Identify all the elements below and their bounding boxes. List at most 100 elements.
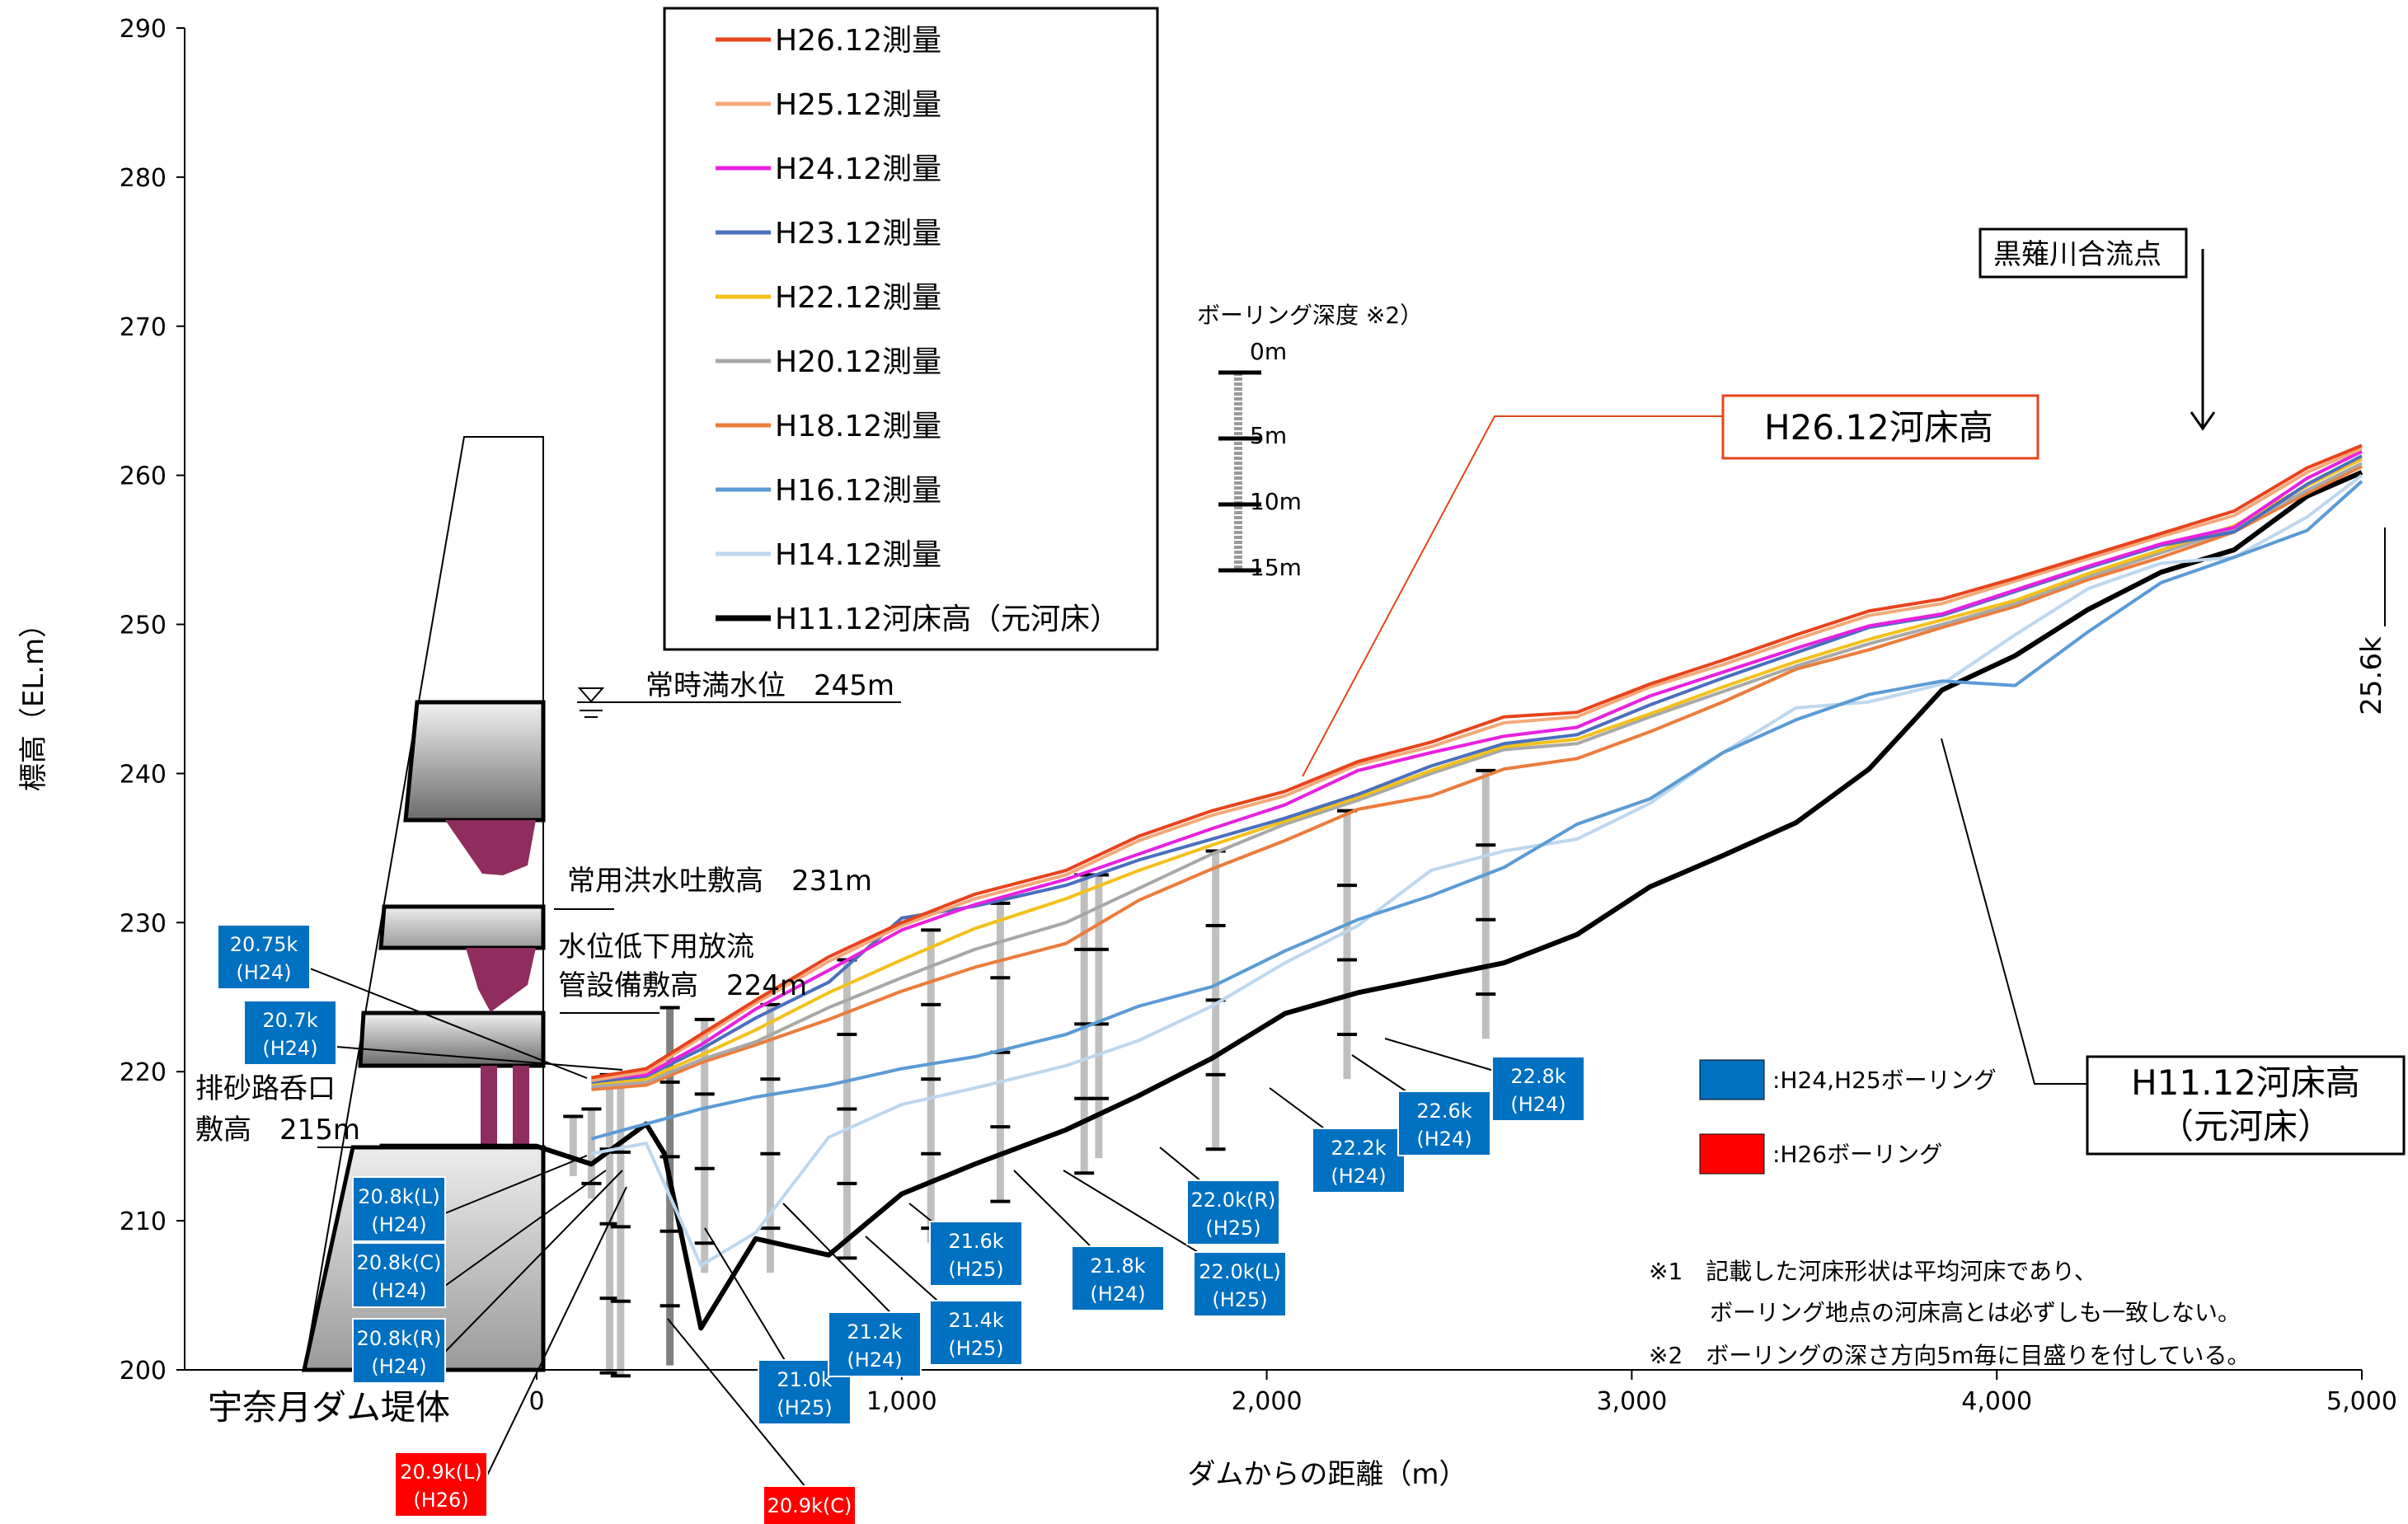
boring-legend-red-swatch — [1699, 1133, 1765, 1175]
series-line-H18.12測量 — [591, 465, 2363, 1091]
legend-label: H20.12測量 — [775, 345, 941, 379]
borehole-tag-id: 21.8k — [1090, 1254, 1145, 1278]
borehole-tag-box — [1312, 1128, 1406, 1193]
borehole-tags: 20.75k (H24) 20.7k (H24) 20.8k(L) (H24) 20.8k(… — [217, 924, 1585, 1524]
dam-conduit-2 — [466, 948, 536, 1012]
borehole-tag-year: (H26) — [413, 1489, 468, 1512]
borehole-tag-id: 21.6k — [948, 1230, 1003, 1253]
borehole-tag-id: 20.9k(C) — [767, 1494, 852, 1517]
legend-label: H18.12測量 — [775, 410, 941, 443]
boring-depth-title: ボーリング深度 ※2） — [1197, 302, 1423, 329]
borehole-tag-id: 22.8k — [1510, 1065, 1565, 1088]
boring-legend-blue-swatch — [1699, 1059, 1765, 1100]
sediment-inlet-label-1: 排砂路呑口 — [195, 1072, 336, 1105]
x-axis-title: ダムからの距離（m） — [1187, 1458, 1467, 1491]
borehole-tag-id: 21.0k — [777, 1368, 832, 1391]
borehole-tag-id: 22.0k(R) — [1191, 1189, 1276, 1212]
dam-pipe-2 — [513, 1066, 529, 1147]
x-tick-label: 3,000 — [1596, 1387, 1667, 1416]
borehole-tag-box — [828, 1311, 922, 1377]
borehole-tag-box — [763, 1485, 857, 1524]
borehole-tag-year: (H24) — [371, 1279, 426, 1302]
y-tick-label: 260 — [120, 462, 167, 491]
borehole-tag-box — [352, 1176, 446, 1242]
borehole-tag-id: 21.4k — [948, 1309, 1003, 1332]
boring-depth-label: 10m — [1250, 488, 1302, 515]
borehole-tag-box — [394, 1451, 488, 1517]
series-line-H22.12測量 — [591, 457, 2363, 1086]
borehole-tag-year: (H25) — [948, 1337, 1003, 1360]
dam-pipe-1 — [481, 1066, 497, 1147]
boring-depth-label: 5m — [1250, 422, 1287, 449]
water-level-icon — [577, 687, 605, 703]
h26-callout-label: H26.12河床高 — [1764, 407, 1993, 448]
x-tick-label: 0 — [528, 1387, 544, 1416]
series-lines — [379, 443, 2363, 1331]
borehole-tag-year: (H25) — [1205, 1217, 1260, 1240]
boring-legend-blue-label: :H24,H25ボーリング — [1772, 1067, 1997, 1094]
legend-label: H22.12測量 — [775, 281, 941, 315]
borehole-tag-id: 22.2k — [1331, 1137, 1386, 1160]
borehole-tag-year: (H24) — [1090, 1283, 1145, 1306]
legend-label: H25.12測量 — [775, 88, 941, 122]
tag-leader — [486, 1186, 627, 1476]
confluence-label: 黒薙川合流点 — [1993, 238, 2162, 271]
borehole-tag-year: (H25) — [1212, 1288, 1267, 1311]
borehole-tag-box — [352, 1318, 446, 1384]
borehole-tag-id: 22.0k(L) — [1199, 1260, 1280, 1283]
series-line-H26.12測量 — [591, 443, 2363, 1080]
h26-callout-box — [1721, 394, 2040, 460]
h11-callout-label-1: H11.12河床高 — [2131, 1062, 2360, 1103]
borehole-tag-year: (H24) — [371, 1213, 426, 1236]
boring-depth-label: 0m — [1250, 338, 1287, 365]
borehole-tag-year: (H26) — [782, 1522, 837, 1524]
dam-gallery-2 — [378, 904, 546, 950]
y-tick-label: 200 — [120, 1357, 167, 1386]
borehole-tag-year: (H24) — [1510, 1093, 1565, 1116]
borehole-tag-id: 22.6k — [1416, 1100, 1472, 1123]
legend-label: H16.12測量 — [775, 474, 941, 508]
dam-gallery-3 — [358, 1011, 546, 1068]
borehole-tag-box — [1193, 1251, 1287, 1317]
series-line-H11.12河床高（元河床） — [379, 470, 2363, 1331]
borehole-tag-box — [1491, 1056, 1585, 1122]
x-tick-label: 2,000 — [1232, 1387, 1303, 1416]
outlet-label-1: 水位低下用放流 — [558, 931, 754, 964]
legend-label: H14.12測量 — [775, 538, 941, 572]
borehole-tag-box — [1186, 1179, 1280, 1245]
y-axis-title: 標高（EL.m） — [17, 610, 50, 791]
borehole-tag-id: 20.75k — [230, 933, 298, 956]
legend-label: H11.12河床高（元河床） — [775, 603, 1120, 636]
outlet-label-2: 管設備敷高 224m — [558, 969, 807, 1002]
legend-label: H26.12測量 — [775, 24, 941, 58]
y-tick-label: 280 — [120, 164, 167, 193]
borehole-tag-year: (H24) — [1416, 1128, 1472, 1151]
legend: H26.12測量 H25.12測量 H24.12測量 H23.12測量 H22.12測量… — [663, 7, 1159, 651]
h11-callout-box — [2086, 1055, 2406, 1156]
y-tick-label: 210 — [120, 1207, 167, 1236]
sediment-inlet-label-2: 敷高 215m — [195, 1114, 360, 1147]
dam-conduit-1 — [445, 820, 536, 875]
y-tick-label: 240 — [120, 760, 167, 789]
borehole-tag-year: (H24) — [1331, 1165, 1386, 1188]
legend-box — [663, 7, 1159, 651]
boring-depth-label: 15m — [1250, 554, 1302, 581]
tag-leader — [444, 1155, 588, 1214]
borehole-tag-year: (H24) — [236, 961, 291, 984]
borehole-tag-box — [929, 1300, 1023, 1366]
borehole-tag-id: 20.7k — [262, 1009, 317, 1032]
spillway-label: 常用洪水吐敷高 231m — [567, 865, 872, 898]
dam-label: 宇奈月ダム堤体 — [208, 1387, 450, 1428]
borehole-tag-year: (H24) — [371, 1355, 426, 1378]
note-2: ※2 ボーリングの深さ方向5m毎に目盛りを付している。 — [1649, 1342, 2251, 1369]
tag-leader — [336, 1046, 623, 1071]
h11-callout-label-2: （元河床） — [2159, 1106, 2332, 1147]
y-tick-label: 290 — [120, 15, 167, 44]
boring-legend-red-label: :H26ボーリング — [1772, 1141, 1942, 1168]
borehole-tag-id: 21.2k — [847, 1320, 902, 1343]
normal-water-level-label: 常時満水位 245m — [645, 669, 894, 702]
legend-label: H23.12測量 — [775, 217, 941, 251]
series-line-H20.12測量 — [591, 462, 2363, 1089]
axes: 200 210 220 230 240 250 260 270 280 290 1,000 2,000… — [17, 15, 2397, 1491]
borehole-tag-box — [352, 1242, 446, 1308]
